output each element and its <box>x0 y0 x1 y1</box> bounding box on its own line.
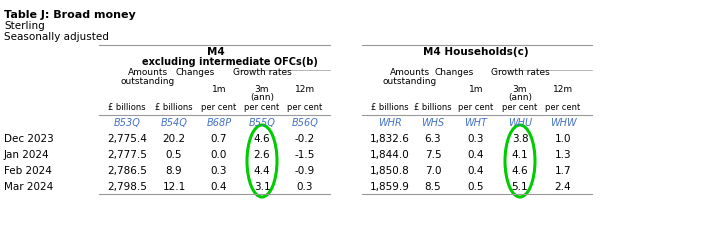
Text: 20.2: 20.2 <box>163 134 185 144</box>
Text: Feb 2024: Feb 2024 <box>4 166 52 176</box>
Text: M4: M4 <box>207 47 225 57</box>
Text: (ann): (ann) <box>508 93 532 102</box>
Text: outstanding: outstanding <box>121 77 175 86</box>
Text: Growth rates: Growth rates <box>491 68 549 77</box>
Text: Sterling: Sterling <box>4 21 45 31</box>
Text: M4 Households(c): M4 Households(c) <box>423 47 529 57</box>
Text: per cent: per cent <box>201 103 237 112</box>
Text: 1.0: 1.0 <box>555 134 571 144</box>
Text: 0.4: 0.4 <box>468 150 484 160</box>
Text: WHT: WHT <box>464 118 488 128</box>
Text: 3m: 3m <box>513 85 527 94</box>
Text: (ann): (ann) <box>250 93 274 102</box>
Text: 0.4: 0.4 <box>211 182 227 192</box>
Text: 2,798.5: 2,798.5 <box>107 182 147 192</box>
Text: Mar 2024: Mar 2024 <box>4 182 53 192</box>
Text: outstanding: outstanding <box>383 77 437 86</box>
Text: Dec 2023: Dec 2023 <box>4 134 54 144</box>
Text: £ billions: £ billions <box>414 103 452 112</box>
Text: per cent: per cent <box>545 103 580 112</box>
Text: 6.3: 6.3 <box>425 134 441 144</box>
Text: 3.8: 3.8 <box>512 134 528 144</box>
Text: 4.6: 4.6 <box>512 166 528 176</box>
Text: 12m: 12m <box>553 85 573 94</box>
Text: 12.1: 12.1 <box>163 182 186 192</box>
Text: 8.5: 8.5 <box>425 182 441 192</box>
Text: per cent: per cent <box>458 103 493 112</box>
Text: WHW: WHW <box>549 118 576 128</box>
Text: 3m: 3m <box>255 85 269 94</box>
Text: B55Q: B55Q <box>249 118 276 128</box>
Text: per cent: per cent <box>245 103 280 112</box>
Text: B53Q: B53Q <box>114 118 141 128</box>
Text: B68P: B68P <box>206 118 232 128</box>
Text: per cent: per cent <box>503 103 537 112</box>
Text: 3.1: 3.1 <box>254 182 270 192</box>
Text: Amounts: Amounts <box>128 68 168 77</box>
Text: -0.2: -0.2 <box>295 134 315 144</box>
Text: 0.0: 0.0 <box>211 150 227 160</box>
Text: Changes: Changes <box>175 68 215 77</box>
Text: 0.3: 0.3 <box>211 166 227 176</box>
Text: 8.9: 8.9 <box>165 166 182 176</box>
Text: 0.5: 0.5 <box>165 150 182 160</box>
Text: 12m: 12m <box>295 85 315 94</box>
Text: excluding intermediate OFCs(b): excluding intermediate OFCs(b) <box>142 57 318 67</box>
Text: 0.5: 0.5 <box>468 182 484 192</box>
Text: Jan 2024: Jan 2024 <box>4 150 49 160</box>
Text: 0.3: 0.3 <box>297 182 313 192</box>
Text: 1,844.0: 1,844.0 <box>370 150 410 160</box>
Text: 2.6: 2.6 <box>254 150 270 160</box>
Text: B56Q: B56Q <box>291 118 318 128</box>
Text: WHU: WHU <box>508 118 532 128</box>
Text: Amounts: Amounts <box>390 68 430 77</box>
Text: 1,850.8: 1,850.8 <box>370 166 410 176</box>
Text: 0.4: 0.4 <box>468 166 484 176</box>
Text: WHR: WHR <box>378 118 402 128</box>
Text: 7.0: 7.0 <box>425 166 441 176</box>
Text: 2.4: 2.4 <box>555 182 571 192</box>
Text: 4.6: 4.6 <box>254 134 270 144</box>
Text: 7.5: 7.5 <box>425 150 441 160</box>
Text: 4.1: 4.1 <box>512 150 528 160</box>
Text: 0.3: 0.3 <box>468 134 484 144</box>
Text: 4.4: 4.4 <box>254 166 270 176</box>
Text: 1.3: 1.3 <box>555 150 571 160</box>
Text: -1.5: -1.5 <box>295 150 315 160</box>
Text: 5.1: 5.1 <box>512 182 528 192</box>
Text: Growth rates: Growth rates <box>233 68 291 77</box>
Text: 1m: 1m <box>212 85 226 94</box>
Text: 2,777.5: 2,777.5 <box>107 150 147 160</box>
Text: 0.7: 0.7 <box>211 134 227 144</box>
Text: £ billions: £ billions <box>108 103 146 112</box>
Text: Seasonally adjusted: Seasonally adjusted <box>4 32 109 42</box>
Text: Table J: Broad money: Table J: Broad money <box>4 10 136 20</box>
Text: 1m: 1m <box>469 85 484 94</box>
Text: -0.9: -0.9 <box>295 166 315 176</box>
Text: 1,832.6: 1,832.6 <box>370 134 410 144</box>
Text: 2,786.5: 2,786.5 <box>107 166 147 176</box>
Text: 1,859.9: 1,859.9 <box>370 182 410 192</box>
Text: B54Q: B54Q <box>160 118 187 128</box>
Text: Changes: Changes <box>434 68 474 77</box>
Text: per cent: per cent <box>287 103 322 112</box>
Text: 2,775.4: 2,775.4 <box>107 134 147 144</box>
Text: £ billions: £ billions <box>156 103 193 112</box>
Text: £ billions: £ billions <box>371 103 409 112</box>
Text: 1.7: 1.7 <box>555 166 571 176</box>
Text: WHS: WHS <box>421 118 445 128</box>
